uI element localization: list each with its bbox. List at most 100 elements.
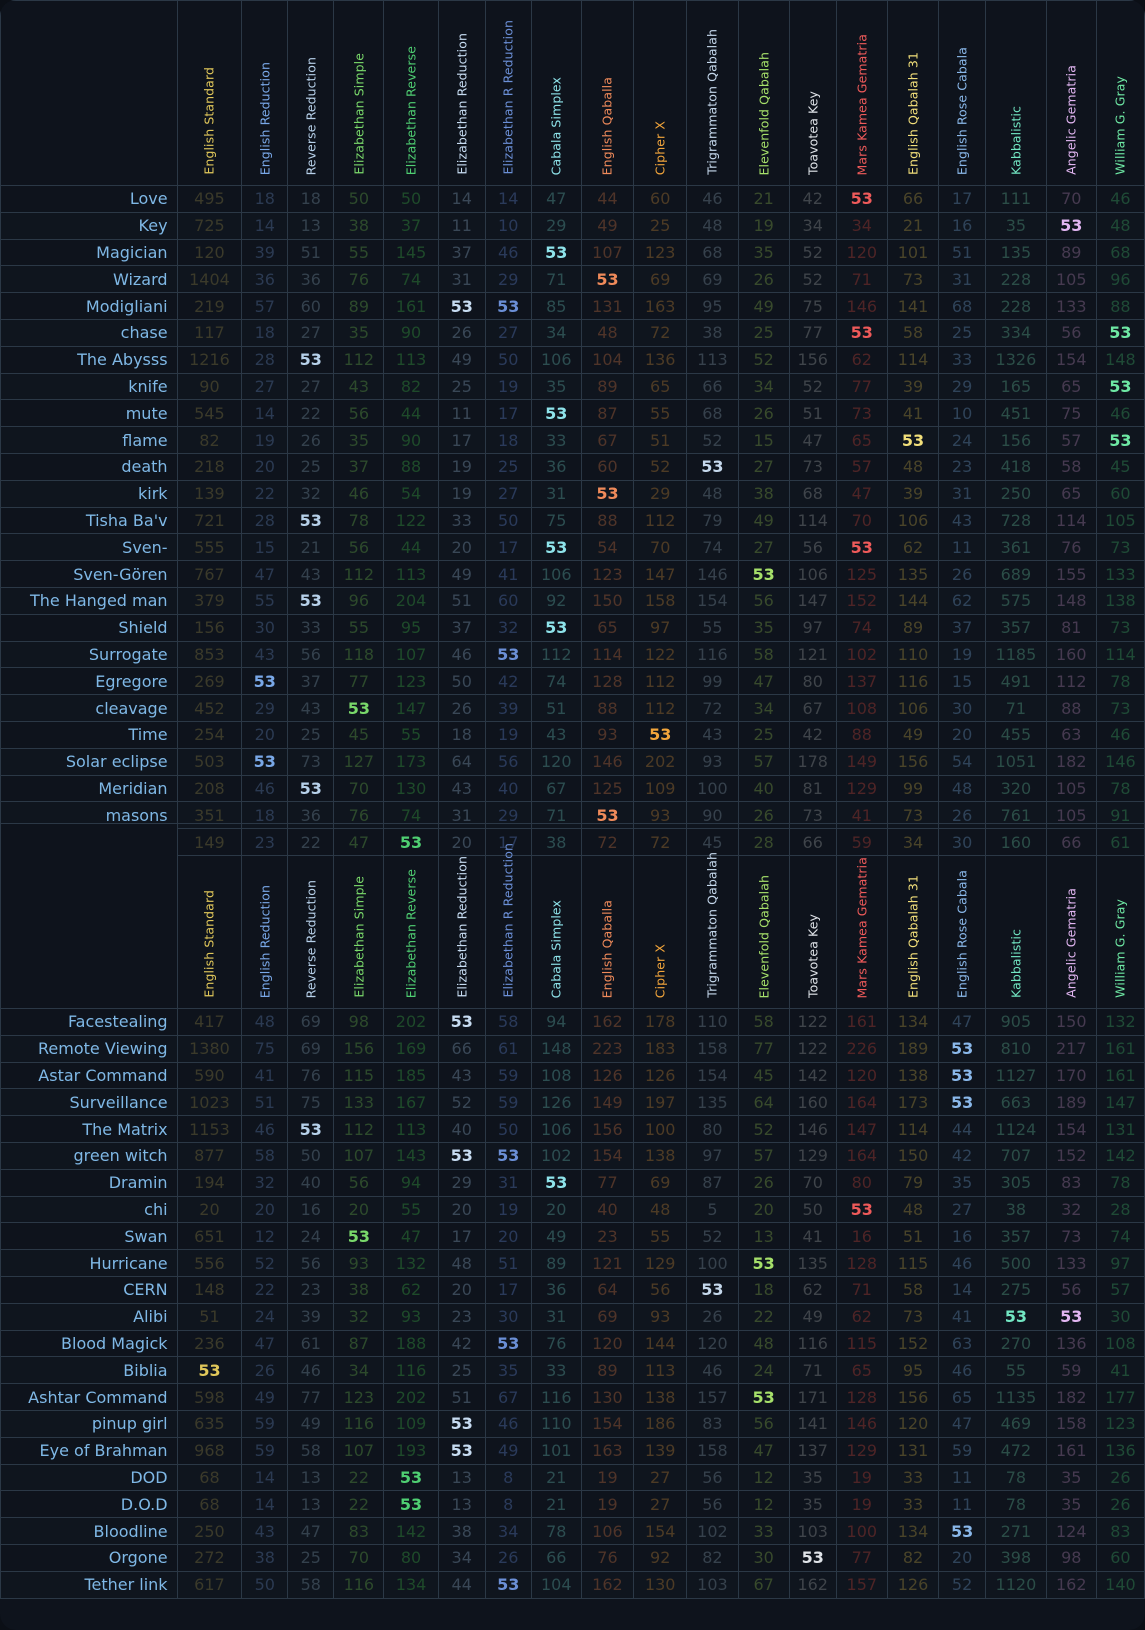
column-header-elevenfold-qabalah[interactable]: Elevenfold Qabalah: [737, 823, 790, 1009]
cell-cabala-simplex: 21: [530, 1490, 582, 1519]
cell-elizabethan-r-reduction: 8: [484, 1463, 532, 1492]
row-label[interactable]: Egregore: [0, 667, 178, 696]
column-header-elizabethan-simple[interactable]: Elizabethan Simple: [333, 823, 385, 1009]
row-label[interactable]: Tether link: [0, 1570, 178, 1599]
cell-cabala-simplex: 112: [530, 640, 582, 669]
column-header-english-standard[interactable]: English Standard: [176, 0, 243, 186]
column-header-elizabethan-reduction[interactable]: Elizabethan Reduction: [437, 0, 486, 186]
column-header-cipher-x[interactable]: Cipher X: [633, 823, 688, 1009]
cell-angelic-gematria: 83: [1045, 1168, 1097, 1197]
cell-reverse-reduction: 21: [287, 533, 335, 562]
row-label[interactable]: Hurricane: [0, 1249, 178, 1277]
column-header-mars-kamea-gematria[interactable]: Mars Kamea Gematria: [835, 0, 888, 186]
column-header-kabbalistic[interactable]: Kabbalistic: [985, 0, 1047, 186]
row-label[interactable]: Dramin: [0, 1168, 178, 1197]
column-header-english-rose-cabala[interactable]: English Rose Cabala: [938, 0, 987, 186]
cell-english-rose-cabala: 30: [938, 694, 987, 722]
row-label[interactable]: The Matrix: [0, 1115, 178, 1143]
row-label[interactable]: knife: [0, 372, 178, 401]
row-label[interactable]: Solar eclipse: [0, 747, 178, 776]
column-header-mars-kamea-gematria[interactable]: Mars Kamea Gematria: [835, 823, 888, 1009]
row-label[interactable]: Eye of Brahman: [0, 1436, 178, 1465]
column-header-toavotea-key[interactable]: Toavotea Key: [788, 823, 837, 1009]
column-header-english-qabalah-31[interactable]: English Qabalah 31: [886, 0, 940, 186]
column-header-trigrammaton-qabalah[interactable]: Trigrammaton Qabalah: [686, 0, 739, 186]
column-header-elizabethan-reverse[interactable]: Elizabethan Reverse: [383, 823, 439, 1009]
row-label[interactable]: Sven-Gören: [0, 560, 178, 588]
row-label[interactable]: Tisha Ba'v: [0, 506, 178, 535]
column-header-toavotea-key[interactable]: Toavotea Key: [788, 0, 837, 186]
row-label[interactable]: Sven-: [0, 533, 178, 562]
column-header-english-standard[interactable]: English Standard: [176, 823, 243, 1009]
row-label[interactable]: Surrogate: [0, 640, 178, 669]
column-header-english-reduction[interactable]: English Reduction: [241, 823, 289, 1009]
row-label[interactable]: Astar Command: [0, 1061, 178, 1090]
row-label[interactable]: Ashtar Command: [0, 1383, 178, 1411]
row-label[interactable]: CERN: [0, 1275, 178, 1304]
cell-elevenfold-qabalah: 26: [737, 265, 790, 294]
column-header-angelic-gematria[interactable]: Angelic Gematria: [1045, 0, 1097, 186]
column-header-reverse-reduction[interactable]: Reverse Reduction: [287, 823, 335, 1009]
column-header-english-reduction[interactable]: English Reduction: [241, 0, 289, 186]
row-label[interactable]: death: [0, 452, 178, 481]
row-label[interactable]: Time: [0, 720, 178, 749]
cell-william-g-gray: 74: [1095, 1222, 1145, 1251]
column-header-elizabethan-simple[interactable]: Elizabethan Simple: [333, 0, 385, 186]
row-label[interactable]: DOD: [0, 1463, 178, 1492]
row-label[interactable]: Magician: [0, 238, 178, 267]
row-label[interactable]: Shield: [0, 613, 178, 642]
column-header-english-rose-cabala[interactable]: English Rose Cabala: [938, 823, 987, 1009]
column-header-kabbalistic[interactable]: Kabbalistic: [985, 823, 1047, 1009]
column-header-trigrammaton-qabalah[interactable]: Trigrammaton Qabalah: [686, 823, 739, 1009]
cell-angelic-gematria: 35: [1045, 1463, 1097, 1492]
row-label[interactable]: chi: [0, 1195, 178, 1224]
row-label[interactable]: pinup girl: [0, 1409, 178, 1438]
row-label[interactable]: The Abysss: [0, 345, 178, 374]
row-label[interactable]: Love: [0, 185, 178, 213]
cell-trigrammaton-qabalah: 52: [686, 426, 739, 454]
column-header-william-g-gray[interactable]: William G. Gray: [1095, 0, 1145, 186]
row-label[interactable]: Swan: [0, 1222, 178, 1251]
column-header-cabala-simplex[interactable]: Cabala Simplex: [530, 0, 582, 186]
row-label[interactable]: cleavage: [0, 694, 178, 722]
column-header-elevenfold-qabalah[interactable]: Elevenfold Qabalah: [737, 0, 790, 186]
column-header-english-qabalah-31[interactable]: English Qabalah 31: [886, 823, 940, 1009]
column-header-cabala-simplex[interactable]: Cabala Simplex: [530, 823, 582, 1009]
row-label[interactable]: Biblia: [0, 1356, 178, 1385]
row-label[interactable]: Surveillance: [0, 1088, 178, 1117]
row-label[interactable]: Alibi: [0, 1302, 178, 1331]
column-header-label: Reverse Reduction: [303, 56, 319, 175]
row-label[interactable]: The Hanged man: [0, 586, 178, 615]
column-header-cipher-x[interactable]: Cipher X: [633, 0, 688, 186]
row-label[interactable]: mute: [0, 399, 178, 428]
column-header-elizabethan-reverse[interactable]: Elizabethan Reverse: [383, 0, 439, 186]
column-header-reverse-reduction[interactable]: Reverse Reduction: [287, 0, 335, 186]
row-label[interactable]: chase: [0, 318, 178, 347]
column-header-english-qaballa[interactable]: English Qaballa: [580, 823, 635, 1009]
column-header-english-qaballa[interactable]: English Qaballa: [580, 0, 635, 186]
column-header-label: Angelic Gematria: [1063, 65, 1079, 175]
row-label[interactable]: Wizard: [0, 265, 178, 294]
row-label[interactable]: Blood Magick: [0, 1329, 178, 1358]
cell-angelic-gematria: 58: [1045, 452, 1097, 481]
row-label[interactable]: green witch: [0, 1141, 178, 1170]
row-label[interactable]: Key: [0, 211, 178, 240]
column-header-angelic-gematria[interactable]: Angelic Gematria: [1045, 823, 1097, 1009]
cell-english-qabalah-31: 106: [886, 694, 940, 722]
row-label[interactable]: Orgone: [0, 1543, 178, 1572]
row-label[interactable]: kirk: [0, 479, 178, 508]
row-label[interactable]: Remote Viewing: [0, 1034, 178, 1063]
column-header-elizabethan-r-reduction[interactable]: Elizabethan R Reduction: [484, 0, 532, 186]
row-label[interactable]: flame: [0, 426, 178, 454]
cell-toavotea-key: 147: [788, 586, 837, 615]
column-header-elizabethan-reduction[interactable]: Elizabethan Reduction: [437, 823, 486, 1009]
column-header-william-g-gray[interactable]: William G. Gray: [1095, 823, 1145, 1009]
row-label[interactable]: Modigliani: [0, 292, 178, 320]
cell-english-qabalah-31: 189: [886, 1034, 940, 1063]
row-label[interactable]: Facestealing: [0, 1008, 178, 1036]
row-label[interactable]: Meridian: [0, 774, 178, 803]
column-header-elizabethan-r-reduction[interactable]: Elizabethan R Reduction: [484, 823, 532, 1009]
cell-elizabethan-simple: 20: [333, 1195, 385, 1224]
row-label[interactable]: Bloodline: [0, 1517, 178, 1545]
row-label[interactable]: D.O.D: [0, 1490, 178, 1519]
